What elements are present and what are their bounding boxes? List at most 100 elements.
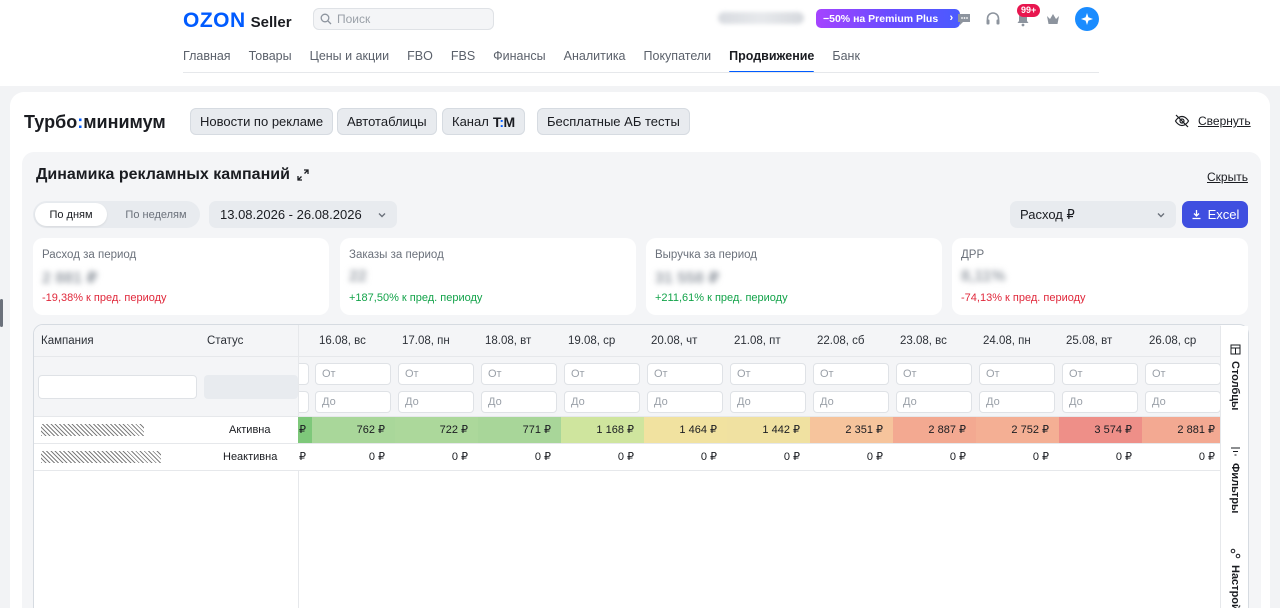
filters-tool[interactable]: Фильтры — [1221, 446, 1249, 513]
chip-ab-tests[interactable]: Бесплатные АБ тесты — [537, 108, 690, 135]
value-cell: 1 464 ₽ — [644, 417, 727, 443]
campaign-table: Кампания Статус 16.08, вс 17.08, пн 18.08,… — [33, 324, 1249, 608]
value-cell: 0 ₽ — [312, 444, 395, 470]
nav-item[interactable]: Аналитика — [563, 49, 626, 63]
filter-to-input[interactable]: До — [979, 391, 1055, 413]
main-nav: Главная Товары Цены и акции FBO FBS Финансы Ан… — [183, 49, 878, 73]
turbo-title-colon: : — [77, 112, 84, 132]
filter-to-input[interactable]: До — [564, 391, 640, 413]
col-date[interactable]: 20.08, чт — [651, 335, 698, 347]
col-campaign[interactable]: Кампания — [41, 335, 94, 347]
nav-item[interactable]: FBO — [407, 49, 433, 63]
filter-from-input[interactable]: От — [564, 363, 640, 385]
nav-item[interactable]: Банк — [832, 49, 860, 63]
filter-from-input[interactable]: От — [1145, 363, 1221, 385]
nav-item[interactable]: Товары — [248, 49, 292, 63]
nav-item[interactable]: Цены и акции — [309, 49, 390, 63]
collapse-link[interactable]: Свернуть — [1174, 114, 1251, 128]
excel-export-button[interactable]: Excel — [1182, 201, 1248, 228]
nav-item[interactable]: Покупатели — [643, 49, 712, 63]
campaign-name-redacted[interactable] — [41, 424, 144, 436]
expand-icon[interactable] — [297, 169, 309, 181]
col-date[interactable]: 17.08, пн — [402, 335, 450, 347]
kpi-value: 2 881 ₽ — [42, 270, 98, 287]
ozon-seller-logo[interactable]: OZON Seller — [183, 9, 292, 33]
headset-icon[interactable] — [984, 10, 1002, 28]
value-cell: 0 ₽ — [644, 444, 727, 470]
kpi-delta: -74,13% к пред. периоду — [961, 292, 1086, 304]
premium-plus-button[interactable]: −50% на Premium Plus › — [816, 9, 961, 28]
premium-label: −50% на Premium Plus — [823, 12, 939, 25]
search-input[interactable] — [337, 12, 487, 26]
hide-link[interactable]: Скрыть — [1207, 170, 1248, 184]
col-status[interactable]: Статус — [207, 335, 244, 347]
col-date[interactable]: 25.08, вт — [1066, 335, 1113, 347]
table-row[interactable]: Неактивна ₽0 ₽0 ₽0 ₽0 ₽0 ₽0 ₽0 ₽0 ₽0 ₽0 ₽… — [34, 444, 1225, 471]
col-date[interactable]: 22.08, сб — [817, 335, 865, 347]
col-date[interactable]: 18.08, вт — [485, 335, 532, 347]
account-name[interactable] — [718, 12, 804, 24]
value-cell: 0 ₽ — [1059, 444, 1142, 470]
crown-icon[interactable] — [1044, 10, 1062, 28]
filter-to-input[interactable]: До — [813, 391, 889, 413]
tm-colon: : — [499, 113, 504, 130]
chip-ad-news[interactable]: Новости по рекламе — [190, 108, 334, 135]
chat-icon[interactable] — [955, 10, 973, 28]
filter-from-input[interactable]: От — [398, 363, 474, 385]
filter-from-input[interactable]: От — [730, 363, 806, 385]
chip-tm-channel[interactable]: Канал T:M — [442, 108, 525, 135]
col-date[interactable]: 19.08, ср — [568, 335, 616, 347]
panel-resize-handle[interactable] — [0, 299, 3, 327]
kpi-orders: Заказы за период 22 +187,50% к пред. пер… — [340, 238, 636, 315]
chip-label: Автотаблицы — [347, 114, 427, 129]
period-by-day[interactable]: По дням — [35, 203, 107, 226]
col-date[interactable]: 24.08, пн — [983, 335, 1031, 347]
date-range-picker[interactable]: 13.08.2026 - 26.08.2026 — [209, 201, 397, 228]
period-by-week[interactable]: По неделям — [125, 208, 187, 221]
columns-icon — [1230, 344, 1240, 355]
value-cell: 1 168 ₽ — [561, 417, 644, 443]
filter-from-input[interactable]: От — [896, 363, 972, 385]
campaign-name-redacted[interactable] — [41, 451, 161, 463]
search-box[interactable] — [313, 8, 494, 30]
ai-assistant-button[interactable] — [1075, 7, 1099, 31]
filter-to-input[interactable]: До — [481, 391, 557, 413]
filter-from-input[interactable]: От — [481, 363, 557, 385]
filter-to-input[interactable]: До — [730, 391, 806, 413]
filter-to-input[interactable]: До — [1145, 391, 1221, 413]
campaign-filter-input[interactable] — [38, 375, 197, 399]
col-date[interactable]: 16.08, вс — [319, 335, 366, 347]
filter-from-input[interactable]: От — [1062, 363, 1138, 385]
columns-label: Столбцы — [1229, 361, 1241, 411]
tm-letter-m: M — [503, 113, 515, 130]
settings-tool[interactable]: Настройки — [1221, 548, 1249, 608]
value-cell: 771 ₽ — [478, 417, 561, 443]
filter-from-input[interactable]: От — [979, 363, 1055, 385]
filter-to-input[interactable]: До — [315, 391, 391, 413]
chip-autotables[interactable]: Автотаблицы — [337, 108, 437, 135]
chip-label: Бесплатные АБ тесты — [547, 114, 680, 129]
status-filter-select[interactable] — [204, 375, 298, 399]
nav-item[interactable]: FBS — [450, 49, 476, 63]
filter-to-input[interactable]: До — [398, 391, 474, 413]
col-date[interactable]: 23.08, вс — [900, 335, 947, 347]
columns-tool[interactable]: Столбцы — [1221, 344, 1249, 410]
kpi-value: 31 558 ₽ — [655, 270, 720, 287]
filter-to-input[interactable]: До — [896, 391, 972, 413]
value-cell: 0 ₽ — [976, 444, 1059, 470]
metric-select[interactable]: Расход ₽ — [1010, 201, 1176, 228]
nav-item[interactable]: Главная — [183, 49, 231, 63]
filter-from-input[interactable]: От — [813, 363, 889, 385]
filter-to-input[interactable]: До — [1062, 391, 1138, 413]
col-date[interactable]: 21.08, пт — [734, 335, 781, 347]
filter-from-input[interactable]: От — [647, 363, 723, 385]
filter-from-input[interactable]: От — [315, 363, 391, 385]
col-date[interactable]: 26.08, ср — [1149, 335, 1197, 347]
filter-to-input[interactable]: До — [647, 391, 723, 413]
table-row[interactable]: Активна ₽762 ₽722 ₽771 ₽1 168 ₽1 464 ₽1 4… — [34, 417, 1225, 444]
settings-label: Настройки — [1229, 565, 1241, 608]
nav-item[interactable]: Финансы — [493, 49, 546, 63]
nav-item[interactable]: Продвижение — [729, 49, 815, 73]
excel-label: Excel — [1207, 207, 1240, 222]
value-cell-partial: ₽ — [298, 417, 312, 443]
